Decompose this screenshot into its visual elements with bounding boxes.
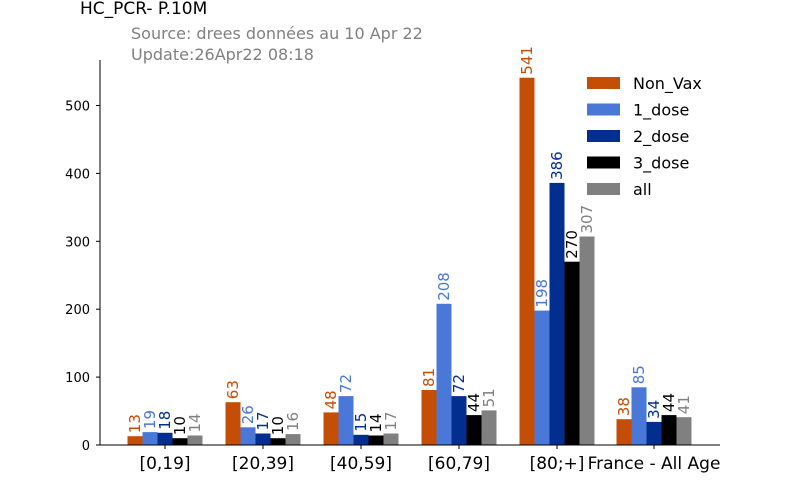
bar-3_dose-4: [564, 261, 580, 445]
x-tick-label-2: [40,59]: [330, 454, 392, 474]
bar-1_dose-1: [240, 427, 256, 445]
legend-swatch-Non_Vax: [587, 77, 620, 89]
bar-Non_Vax-3: [421, 390, 437, 445]
chart-subtitle-source: Source: drees données au 10 Apr 22: [131, 24, 423, 43]
data-label-1_dose-1: 26: [239, 405, 257, 424]
bar-1_dose-3: [436, 303, 452, 445]
bar-3_dose-3: [466, 415, 482, 445]
data-label-all-0: 14: [186, 413, 204, 432]
data-label-all-4: 307: [578, 205, 596, 234]
x-tick-label-3: [60,79]: [428, 454, 490, 474]
bar-2_dose-4: [549, 182, 565, 445]
data-label-1_dose-4: 198: [533, 279, 551, 308]
y-ticks-group: 0 100 200 300 400 500: [65, 100, 100, 454]
bar-Non_Vax-0: [127, 436, 143, 445]
legend-label-2_dose: 2_dose: [633, 127, 689, 147]
bar-Non_Vax-5: [616, 419, 632, 445]
data-label-Non_Vax-5: 38: [615, 397, 633, 416]
data-label-3_dose-3: 44: [465, 393, 483, 412]
bar-2_dose-0: [157, 432, 173, 445]
legend-label-3_dose: 3_dose: [633, 154, 689, 174]
data-label-3_dose-1: 10: [269, 416, 287, 435]
bar-all-4: [579, 236, 595, 445]
data-label-1_dose-2: 72: [337, 374, 355, 393]
chart-subtitle-update: Update:26Apr22 08:18: [131, 45, 314, 64]
y-tick-label-400: 400: [65, 167, 90, 182]
y-tick-label-100: 100: [65, 371, 90, 386]
data-label-3_dose-2: 14: [367, 413, 385, 432]
data-label-2_dose-1: 17: [254, 411, 272, 430]
data-label-2_dose-3: 72: [450, 374, 468, 393]
data-label-3_dose-5: 44: [660, 393, 678, 412]
data-label-1_dose-0: 19: [141, 410, 159, 429]
x-tick-label-4: [80;+]: [530, 454, 585, 474]
bar-1_dose-0: [142, 432, 158, 445]
data-label-Non_Vax-0: 13: [126, 414, 144, 433]
data-label-1_dose-3: 208: [435, 272, 453, 301]
data-label-2_dose-5: 34: [645, 400, 663, 419]
x-ticks-group: [0,19] [20,39] [40,59] [60,79] [80;+] France …: [139, 445, 720, 474]
legend-label-all: all: [633, 180, 652, 199]
bar-2_dose-1: [255, 433, 271, 445]
bar-3_dose-0: [172, 438, 188, 445]
x-tick-label-5: France - All Age: [588, 454, 721, 474]
chart-title: HC_PCR- P.10M: [80, 0, 207, 19]
data-label-Non_Vax-2: 48: [322, 390, 340, 409]
data-label-all-2: 17: [382, 411, 400, 430]
data-label-3_dose-0: 10: [171, 416, 189, 435]
legend-swatch-1_dose: [587, 103, 620, 116]
legend-swatch-3_dose: [587, 156, 620, 169]
data-label-all-3: 51: [480, 388, 498, 407]
data-label-Non_Vax-1: 63: [224, 380, 242, 399]
bar-2_dose-2: [353, 434, 369, 445]
data-label-2_dose-4: 386: [548, 151, 566, 180]
bar-2_dose-3: [451, 396, 467, 445]
bar-3_dose-5: [661, 415, 677, 445]
x-tick-label-0: [0,19]: [139, 454, 190, 474]
data-labels-group: 1319181014632617101648721514178120872445…: [126, 46, 693, 435]
data-label-3_dose-4: 270: [563, 230, 581, 259]
legend-label-1_dose: 1_dose: [633, 101, 689, 121]
bars-group: [127, 77, 692, 445]
bar-all-2: [383, 433, 399, 445]
legend-swatch-all: [587, 183, 620, 195]
data-label-1_dose-5: 85: [630, 365, 648, 384]
bar-Non_Vax-4: [519, 77, 535, 445]
data-label-Non_Vax-4: 541: [518, 46, 536, 75]
y-tick-label-500: 500: [65, 100, 90, 115]
bar-all-0: [187, 435, 203, 445]
data-label-2_dose-0: 18: [156, 411, 174, 430]
bar-1_dose-2: [338, 396, 354, 445]
y-tick-label-0: 0: [82, 439, 90, 454]
bar-Non_Vax-2: [323, 412, 339, 445]
x-tick-label-1: [20,39]: [232, 454, 294, 474]
data-label-all-1: 16: [284, 412, 302, 431]
bar-Non_Vax-1: [225, 402, 241, 445]
bar-all-1: [285, 434, 301, 445]
bar-all-3: [481, 410, 497, 445]
bar-1_dose-4: [534, 310, 550, 445]
data-label-all-5: 41: [675, 395, 693, 414]
bar-1_dose-5: [631, 387, 647, 445]
bar-2_dose-5: [646, 421, 662, 445]
legend-label-Non_Vax: Non_Vax: [633, 74, 702, 94]
legend-swatch-2_dose: [587, 130, 620, 142]
data-label-2_dose-2: 15: [352, 413, 370, 432]
data-label-Non_Vax-3: 81: [420, 368, 438, 387]
y-tick-label-300: 300: [65, 235, 90, 250]
y-tick-label-200: 200: [65, 303, 90, 318]
bar-all-5: [676, 417, 692, 445]
bar-3_dose-1: [270, 438, 286, 445]
bar-3_dose-2: [368, 435, 384, 445]
